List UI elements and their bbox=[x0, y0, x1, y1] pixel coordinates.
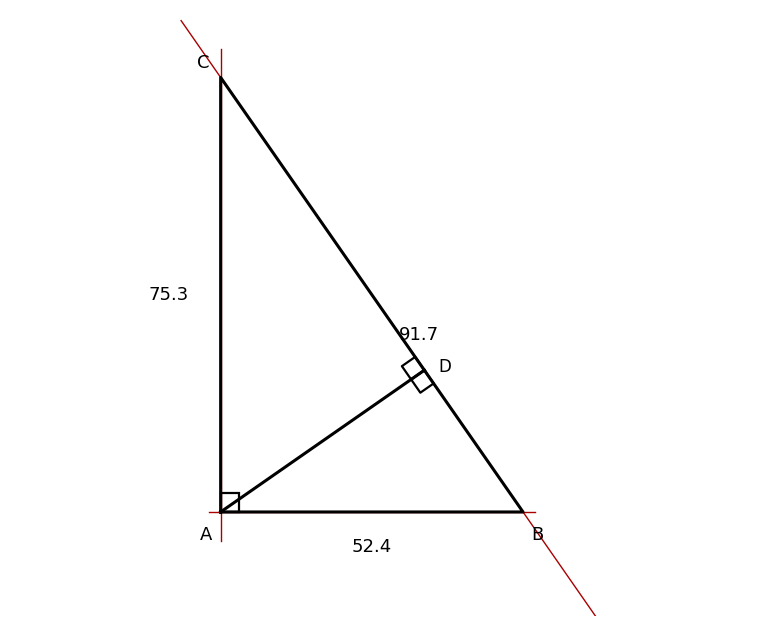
Text: 75.3: 75.3 bbox=[149, 286, 189, 304]
Bar bbox=[220, 494, 239, 512]
Text: B: B bbox=[532, 526, 544, 544]
Text: 52.4: 52.4 bbox=[352, 538, 392, 556]
Text: D: D bbox=[438, 358, 452, 376]
Text: A: A bbox=[199, 526, 212, 544]
Text: 91.7: 91.7 bbox=[399, 326, 438, 344]
Text: C: C bbox=[196, 54, 209, 72]
